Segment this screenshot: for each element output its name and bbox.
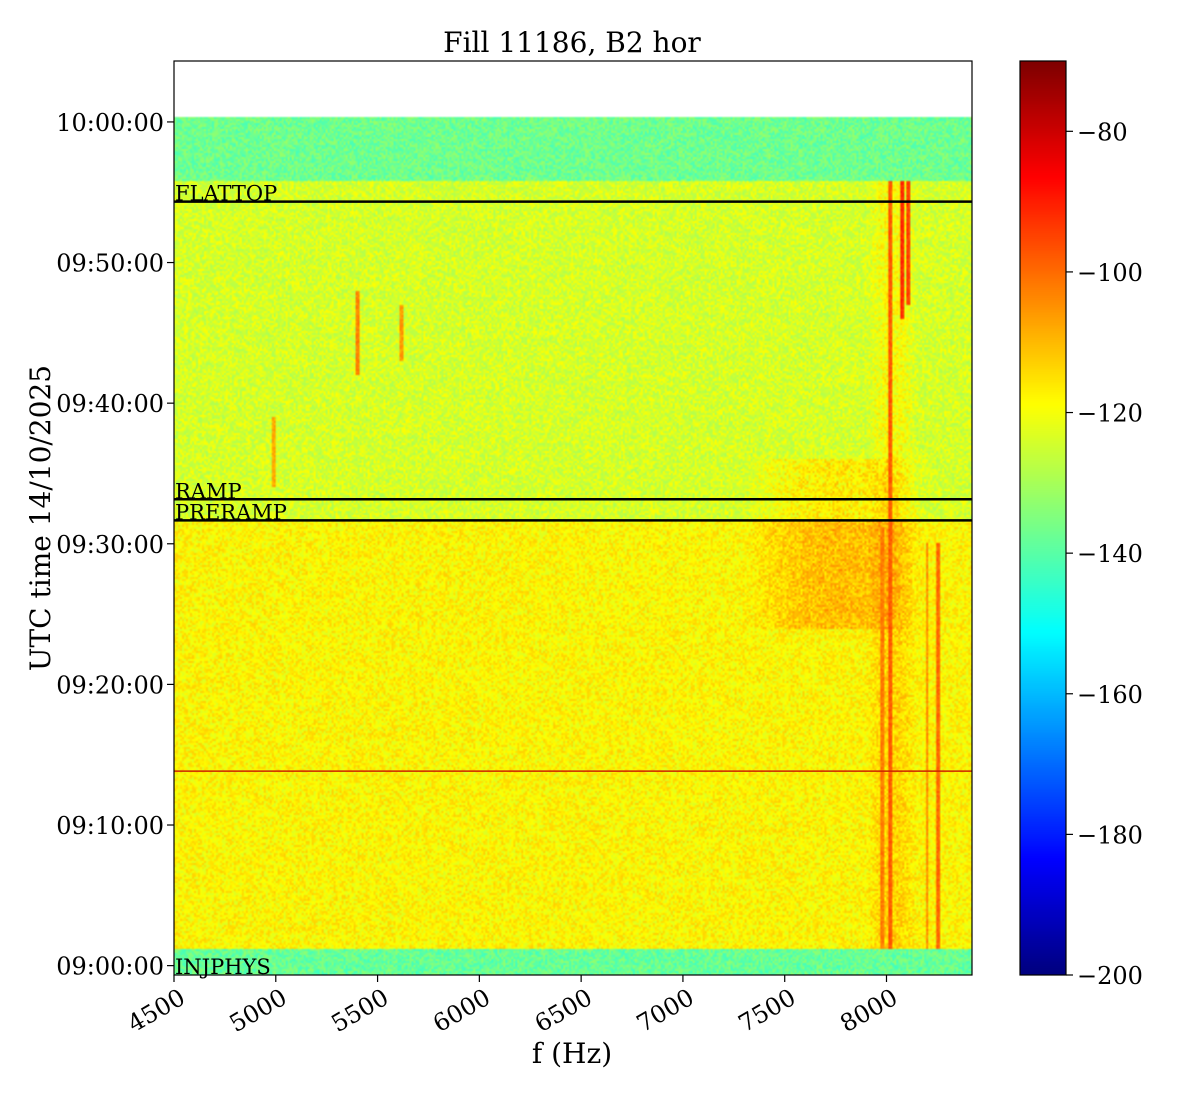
x-axis-ticks: 4500 5000 5500 6000 6500 7000 7500 8000 [123, 975, 902, 1038]
x-tick-label: 7000 [632, 983, 699, 1038]
x-tick-label: 4500 [123, 983, 190, 1038]
x-tick-label: 6500 [530, 983, 597, 1038]
phase-label: RAMP [175, 479, 242, 503]
x-tick-label: 6000 [428, 983, 495, 1038]
colorbar-tick-label: −120 [1077, 400, 1143, 428]
colorbar: −200 −180 −160 −140 −120 −100 −80 [1019, 60, 1143, 990]
x-tick-label: 5000 [225, 983, 292, 1038]
y-tick-label: 09:00:00 [56, 953, 164, 981]
colorbar-tick-label: −160 [1077, 681, 1143, 709]
chart-title: Fill 11186, B2 hor [443, 26, 701, 59]
colorbar-tick-label: −200 [1077, 962, 1143, 990]
colorbar-tick-label: −100 [1077, 259, 1143, 287]
x-tick-label: 7500 [734, 983, 801, 1038]
y-tick-label: 09:10:00 [56, 812, 164, 840]
heatmap-image [174, 61, 972, 975]
colorbar-frame [1019, 60, 1067, 976]
colorbar-tick-label: −180 [1077, 821, 1143, 849]
y-tick-label: 09:50:00 [56, 250, 164, 278]
y-tick-label: 09:30:00 [56, 531, 164, 559]
y-tick-label: 09:40:00 [56, 390, 164, 418]
phase-label: PRERAMP [175, 500, 287, 524]
colorbar-tick-label: −80 [1077, 118, 1128, 146]
plot-frame [173, 60, 973, 976]
y-axis-label: UTC time 14/10/2025 [24, 365, 57, 671]
colorbar-tick-label: −140 [1077, 540, 1143, 568]
phase-label: FLATTOP [175, 182, 277, 206]
y-tick-label: 09:20:00 [56, 671, 164, 699]
x-tick-label: 8000 [835, 983, 902, 1038]
colorbar-ticks: −200 −180 −160 −140 −120 −100 −80 [1066, 118, 1143, 990]
colorbar-gradient [1020, 61, 1066, 975]
x-axis-label: f (Hz) [532, 1037, 612, 1070]
y-tick-label: 10:00:00 [56, 109, 164, 137]
y-axis-ticks: 09:00:00 09:10:00 09:20:00 09:30:00 09:40:00… [56, 109, 174, 981]
x-tick-label: 5500 [326, 983, 393, 1038]
